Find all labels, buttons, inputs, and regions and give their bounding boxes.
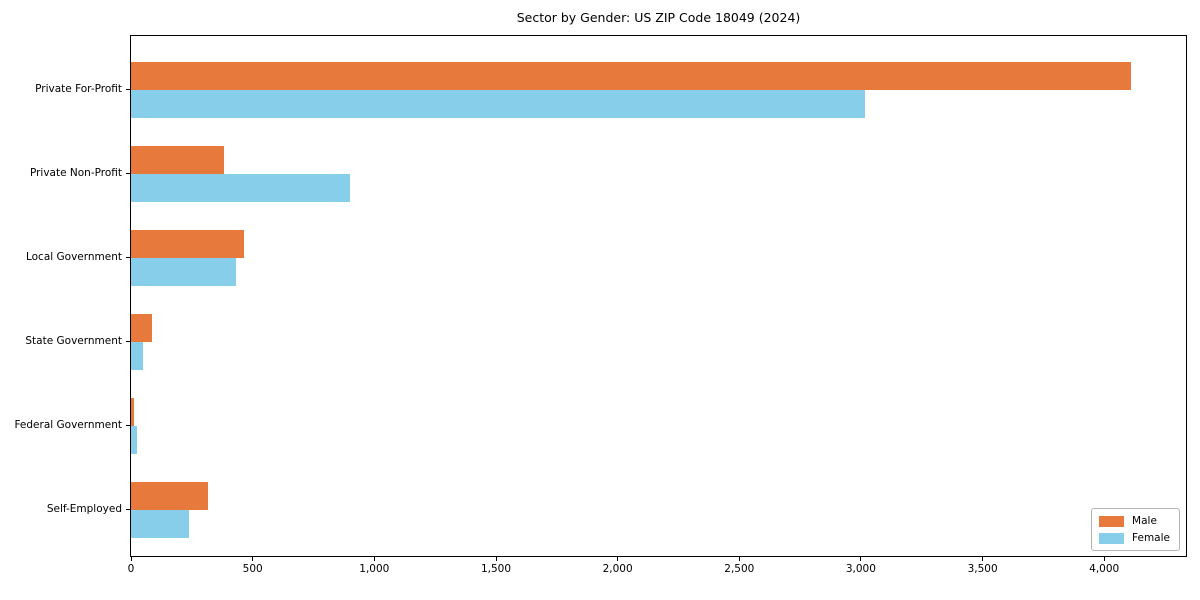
x-tick-label: 3,000 [845,563,876,575]
legend-swatch-female [1099,532,1125,544]
category-label-local-government: Local Government [25,251,122,263]
y-tick [126,89,130,90]
y-tick [126,257,130,258]
bar-male-state-government [131,314,153,342]
chart-title: Sector by Gender: US ZIP Code 18049 (202… [516,10,801,25]
y-tick [126,341,130,342]
legend-item-male: Male [1099,515,1170,527]
x-tick [373,557,375,561]
category-label-state-government: State Government [25,335,122,347]
x-tick-label: 1,000 [359,563,390,575]
x-tick-label: 1,500 [480,563,512,575]
bar-male-private-non-profit [131,146,224,174]
y-tick [126,173,130,174]
bar-male-local-government [131,230,245,258]
x-tick [738,557,740,561]
plot-area: Male Female [130,35,1187,557]
bar-female-federal-government [131,426,138,454]
bar-female-self-employed [131,510,189,538]
legend: Male Female [1091,508,1180,551]
x-tick [617,557,619,561]
category-label-private-non-profit: Private Non-Profit [29,167,122,179]
bar-male-federal-government [131,398,135,426]
bar-female-local-government [131,258,236,286]
x-tick-label: 3,500 [967,563,998,575]
x-tick-label: 4,000 [1089,563,1120,575]
category-label-federal-government: Federal Government [14,419,122,431]
category-label-self-employed: Self-Employed [46,503,122,515]
x-tick [982,557,984,561]
legend-label-male: Male [1132,515,1157,527]
x-tick [252,557,254,561]
bar-female-private-for-profit [131,90,865,118]
bar-female-state-government [131,342,143,370]
x-tick-label: 2,500 [724,563,755,575]
y-tick [126,509,130,510]
bar-male-private-for-profit [131,62,1131,90]
x-tick [1103,557,1105,561]
x-tick-label: 500 [242,563,263,575]
legend-label-female: Female [1132,532,1170,544]
x-tick [495,557,497,561]
y-tick [126,425,130,426]
x-tick [860,557,862,561]
category-label-private-for-profit: Private For-Profit [35,83,122,95]
bar-male-self-employed [131,482,209,510]
legend-swatch-male [1099,515,1125,527]
x-tick-label: 0 [127,563,135,575]
x-tick [130,557,132,561]
legend-item-female: Female [1099,532,1170,544]
bar-female-private-non-profit [131,174,350,202]
x-tick-label: 2,000 [602,563,633,575]
